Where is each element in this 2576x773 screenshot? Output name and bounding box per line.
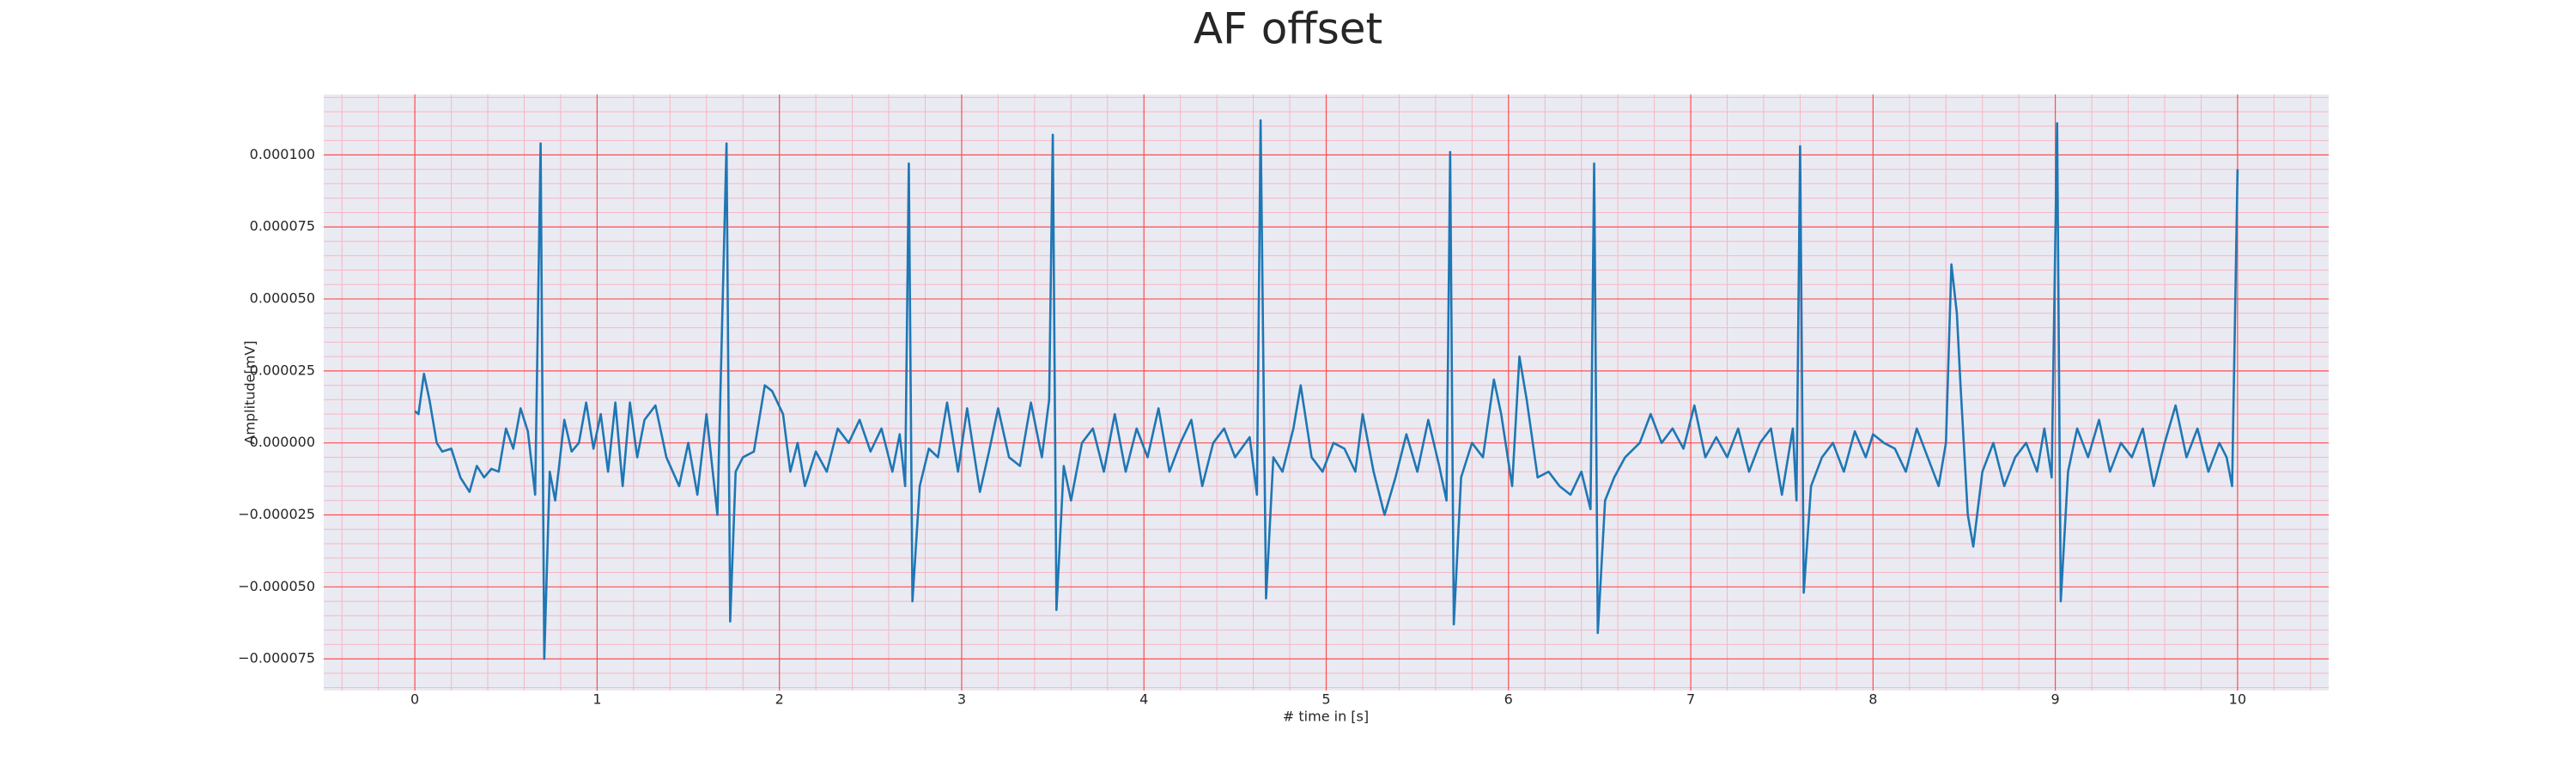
y-axis-label: Amplitude[mV] (242, 340, 258, 444)
x-tick-label: 5 (1321, 691, 1330, 708)
x-tick-label: 8 (1868, 691, 1877, 708)
x-tick-label: 10 (2229, 691, 2246, 708)
line-series (414, 119, 2239, 660)
x-tick-label: 9 (2050, 691, 2059, 708)
y-tick-label: −0.000025 (238, 506, 315, 522)
x-axis-label: # time in [s] (1283, 709, 1369, 725)
y-tick-label: −0.000050 (238, 578, 315, 594)
x-tick-label: 3 (957, 691, 966, 708)
chart-title: AF offset (1194, 4, 1382, 54)
x-tick-label: 0 (410, 691, 419, 708)
y-tick-label: 0.000075 (250, 218, 315, 234)
x-tick-label: 7 (1686, 691, 1695, 708)
y-tick-label: 0.000025 (250, 362, 315, 378)
y-tick-label: 0.000000 (250, 434, 315, 450)
y-tick-label: 0.000050 (250, 290, 315, 307)
x-tick-label: 2 (775, 691, 784, 708)
y-tick-label: 0.000100 (250, 146, 315, 162)
x-tick-label: 4 (1139, 691, 1148, 708)
x-tick-label: 1 (592, 691, 601, 708)
x-tick-label: 6 (1504, 691, 1513, 708)
y-tick-label: −0.000075 (238, 650, 315, 666)
